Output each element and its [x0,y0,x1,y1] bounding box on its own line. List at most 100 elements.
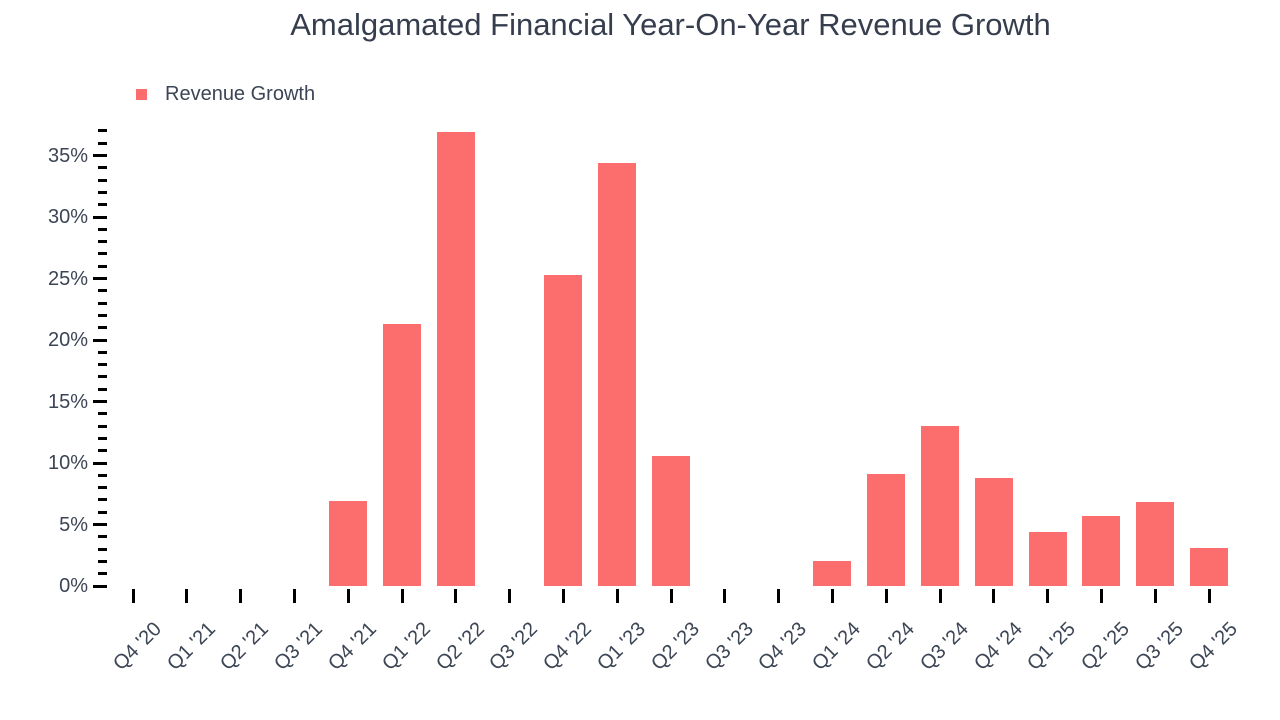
y-axis-minor-tick [98,559,107,563]
y-axis-label: 15% [47,390,88,413]
y-axis-minor-tick [98,473,107,477]
y-axis-major-tick [93,338,107,342]
x-axis-tick [777,589,781,603]
y-axis-minor-tick [98,166,107,170]
y-axis-label: 35% [47,144,88,167]
y-axis-minor-tick [98,387,107,391]
y-axis-minor-tick [98,313,107,317]
bar-q4-22[interactable] [544,274,583,586]
y-axis-minor-tick [98,129,107,133]
y-axis-minor-tick [98,289,107,293]
legend-item-revenue-growth[interactable]: Revenue Growth [136,82,315,106]
x-axis-label: Q4 '24 [969,618,1027,675]
y-axis-minor-tick [98,436,107,440]
bar-q1-22[interactable] [383,324,421,586]
y-axis-minor-tick [98,412,107,416]
y-axis-major-tick [93,277,107,280]
x-axis-tick [1099,589,1103,603]
bar-q2-24[interactable] [867,474,906,586]
y-axis-minor-tick [98,510,107,514]
y-axis-minor-tick [98,264,107,268]
x-axis-label: Q4 '21 [323,618,381,675]
x-axis-tick [830,589,834,603]
x-axis-tick [346,589,350,603]
y-axis-minor-tick [98,141,107,145]
x-axis-label: Q1 '24 [808,618,865,675]
x-axis-label: Q4 '23 [754,618,812,675]
x-axis-label: Q4 '20 [108,618,166,675]
bar-q3-25[interactable] [1136,502,1175,586]
bar-q1-25[interactable] [1028,531,1067,586]
x-axis-tick [1046,589,1050,603]
y-axis-minor-tick [98,424,107,428]
y-axis-minor-tick [98,572,107,576]
bar-q3-24[interactable] [921,426,959,586]
y-axis-label: 25% [47,267,88,290]
y-axis-minor-tick [98,240,107,244]
chart-title: Amalgamated Financial Year-On-Year Reven… [290,7,1051,42]
x-axis-label: Q4 '25 [1184,618,1242,675]
y-axis-minor-tick [98,326,107,330]
y-axis-minor-tick [98,203,107,207]
y-axis-label: 5% [59,513,88,536]
x-axis-label: Q1 '25 [1023,618,1081,675]
bar-q2-25[interactable] [1082,515,1121,586]
y-axis-minor-tick [98,227,107,231]
y-axis-label: 0% [59,575,88,597]
x-axis-tick [292,589,296,603]
x-axis-tick [454,589,458,603]
y-axis-major-tick [93,523,107,526]
x-axis-label: Q2 '24 [861,618,919,675]
x-axis-label: Q3 '23 [700,618,758,675]
bar-q2-23[interactable] [652,455,690,586]
x-axis-tick [508,589,512,603]
y-axis-major-tick [93,154,107,157]
x-axis-label: Q1 '21 [162,618,220,675]
x-axis-tick [1153,589,1157,603]
x-axis-label: Q3 '25 [1130,618,1188,675]
y-axis-minor-tick [98,363,107,367]
x-axis-label: Q2 '21 [216,618,274,675]
y-axis-minor-tick [98,486,107,490]
y-axis-minor-tick [98,449,107,453]
x-axis-tick [185,589,189,603]
y-axis-major-tick [93,584,107,588]
bar-q4-21[interactable] [329,501,368,586]
y-axis-minor-tick [98,498,107,502]
x-axis-tick [131,589,135,603]
x-axis-tick [669,589,673,603]
y-axis-label: 30% [47,206,88,228]
y-axis-major-tick [93,461,107,465]
legend-swatch-icon [136,88,147,100]
bar-q4-25[interactable] [1190,547,1228,586]
bar-q4-24[interactable] [974,477,1013,586]
y-axis-minor-tick [98,178,107,182]
y-axis-label: 10% [47,452,88,474]
x-axis-tick [884,589,888,603]
x-axis-label: Q3 '22 [485,618,543,675]
y-axis-minor-tick [98,547,107,551]
y-axis-minor-tick [98,375,107,379]
y-axis-minor-tick [98,535,107,539]
y-axis-major-tick [93,215,107,219]
x-axis-tick [1207,589,1211,603]
x-axis-label: Q1 '22 [377,618,435,675]
x-axis-label: Q4 '22 [539,618,596,675]
x-axis-label: Q2 '23 [646,618,704,675]
x-axis-tick [561,589,565,603]
bar-q1-23[interactable] [598,162,637,586]
y-axis-label: 20% [47,329,88,351]
bar-q1-24[interactable] [813,561,852,586]
x-axis-tick [723,589,727,603]
x-axis-label: Q3 '21 [270,618,327,675]
y-axis-minor-tick [98,350,107,354]
x-axis-tick [239,589,243,603]
y-axis-minor-tick [98,301,107,305]
x-axis-label: Q2 '25 [1077,618,1134,675]
x-axis-tick [400,589,404,603]
x-axis-label: Q2 '22 [431,618,489,675]
x-axis-tick [992,589,996,603]
bar-q2-22[interactable] [436,132,475,586]
x-axis-tick [615,589,619,603]
